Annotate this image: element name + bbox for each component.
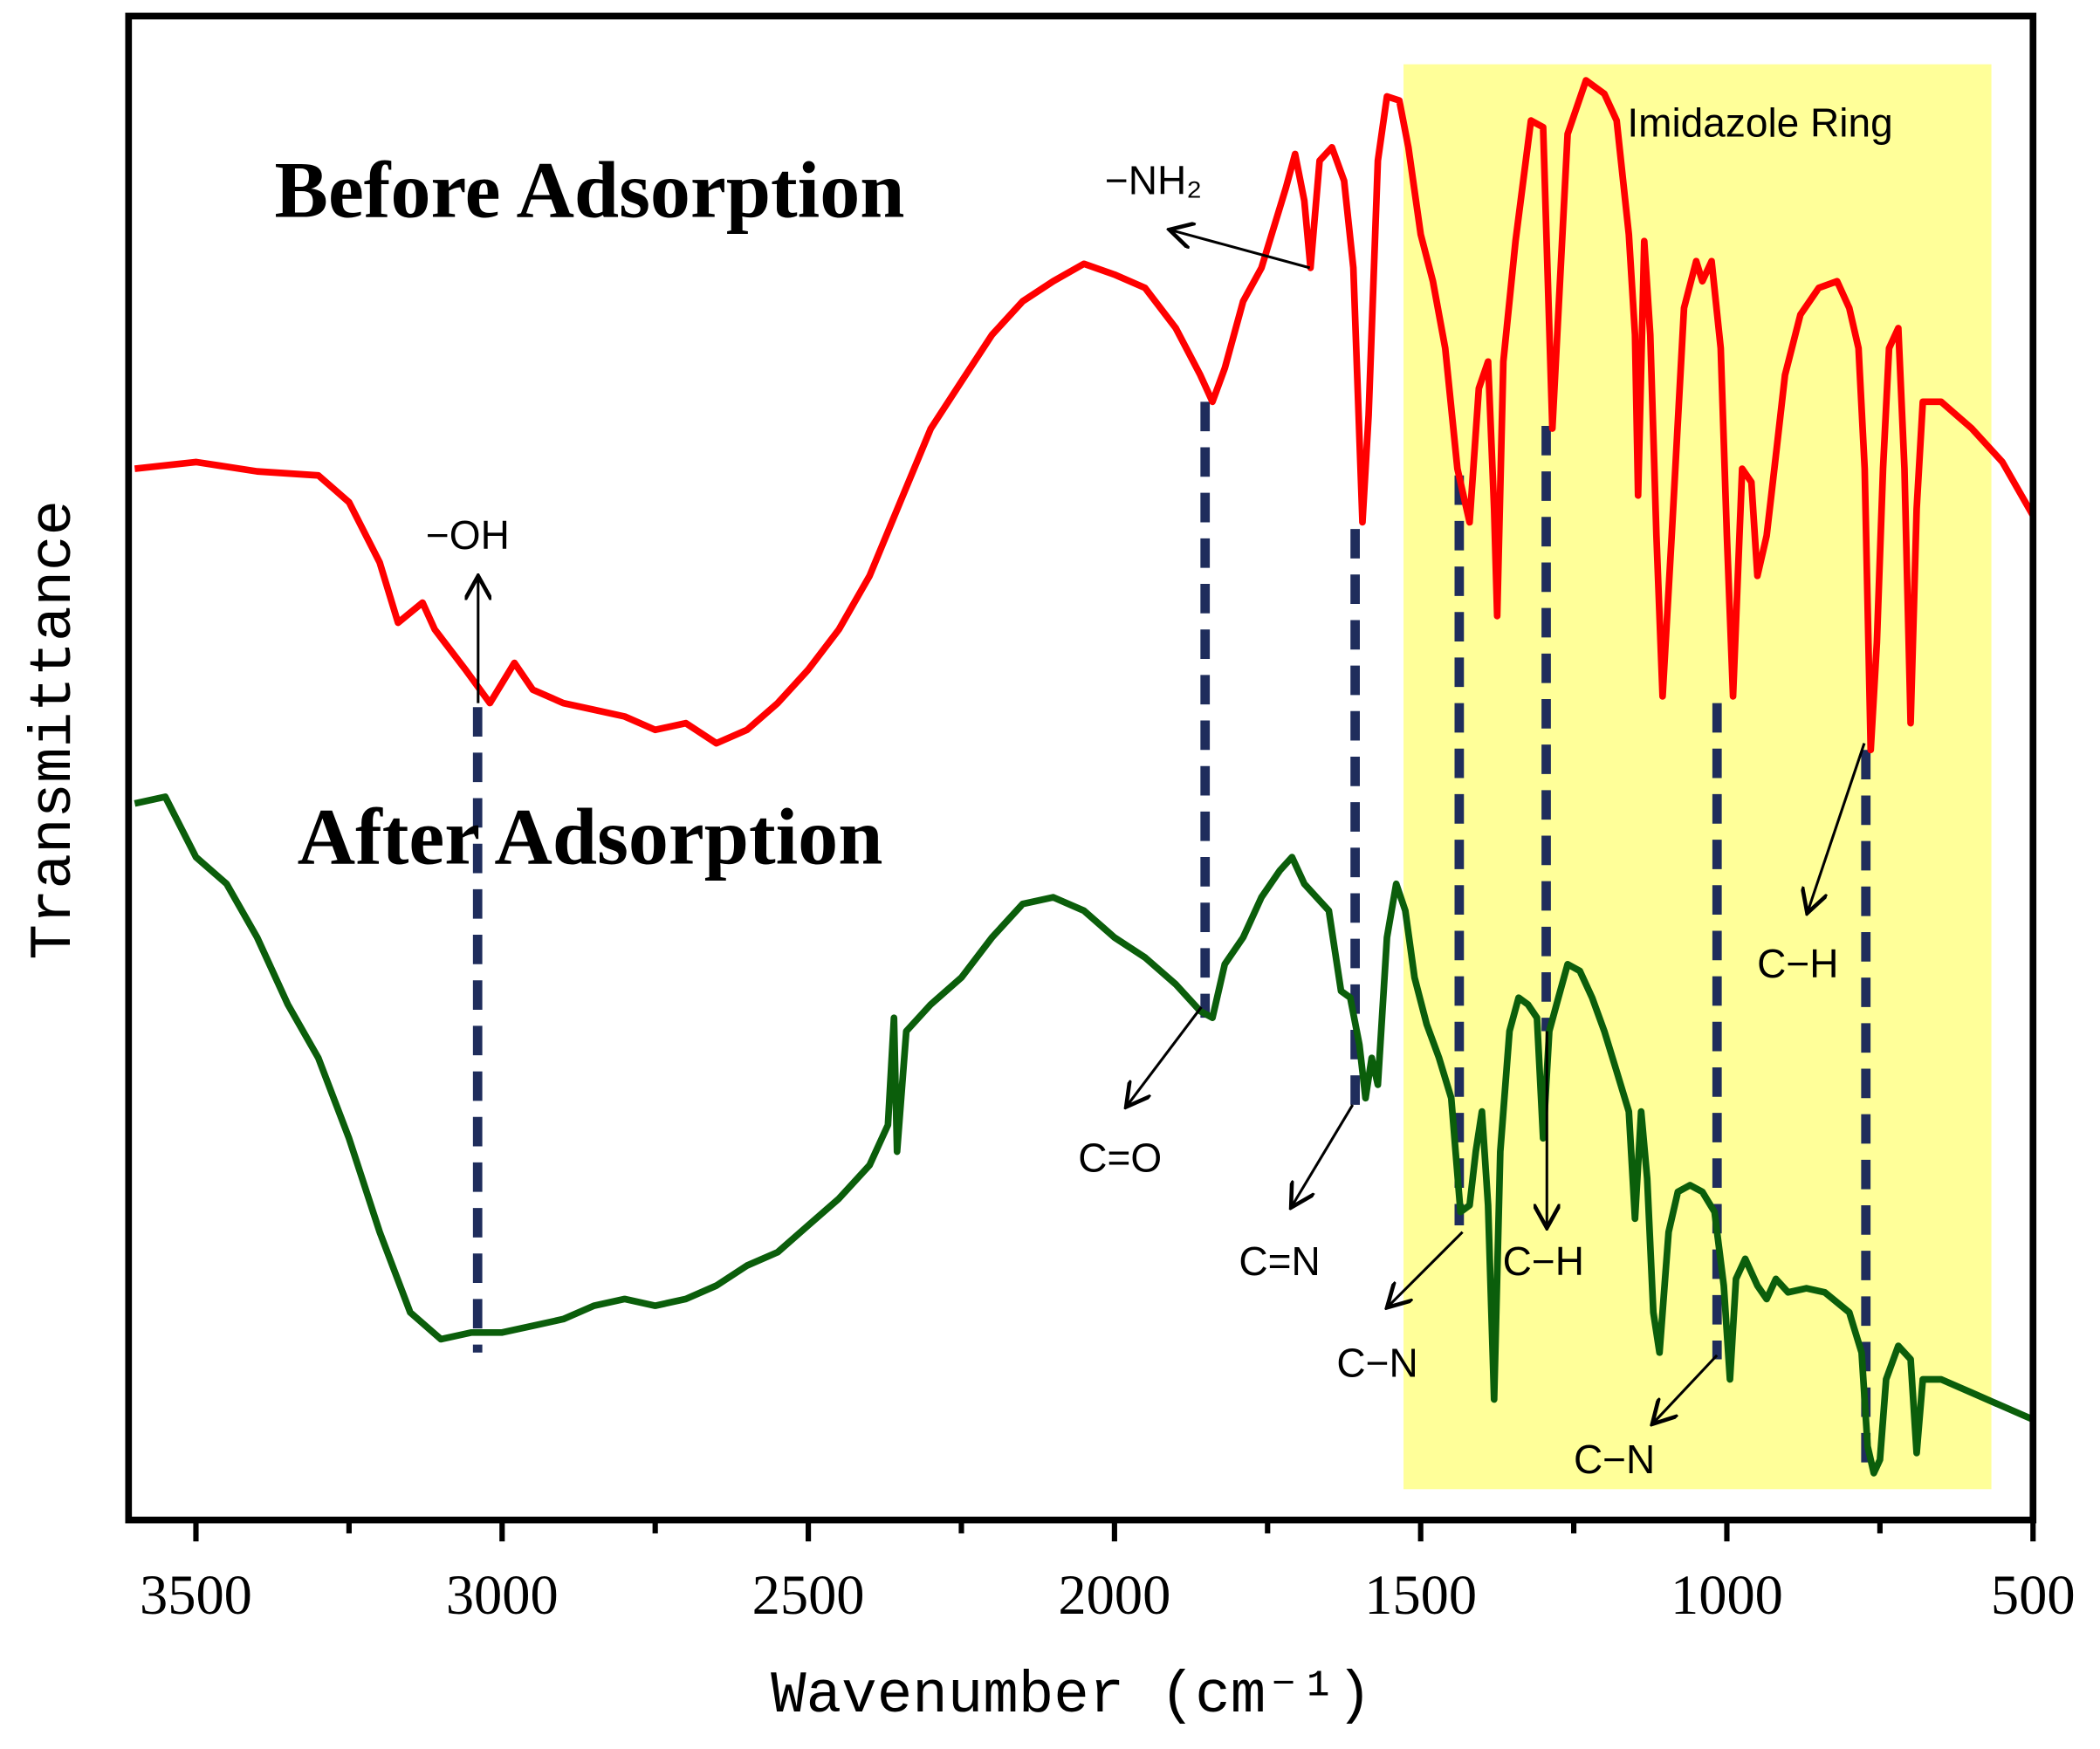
x-tick-label: 500 bbox=[1991, 1564, 2076, 1626]
spectrum-line bbox=[134, 77, 2036, 754]
annotation: C−H bbox=[1757, 941, 1838, 986]
annotation: −OH bbox=[426, 512, 510, 558]
annotation: C−H bbox=[1503, 1238, 1584, 1284]
annotation-arrows bbox=[478, 230, 1866, 1423]
arrow bbox=[1808, 743, 1866, 911]
x-tick-label: 3500 bbox=[140, 1564, 252, 1626]
plot-frame bbox=[125, 12, 2037, 1524]
arrow bbox=[1172, 230, 1311, 270]
region-label: Imidazole Ring bbox=[1627, 100, 1892, 146]
arrow bbox=[1293, 1104, 1355, 1205]
y-axis-label: Transmittance bbox=[22, 500, 88, 960]
x-tick-label: 3000 bbox=[446, 1564, 559, 1626]
highlight-region bbox=[1403, 64, 1992, 1490]
series-label: After Adsorption bbox=[298, 792, 883, 881]
x-tick-label: 2000 bbox=[1058, 1564, 1170, 1626]
arrow bbox=[1128, 1005, 1203, 1105]
mark-layer: 3500 3000 2500 2000 1500 1000 500 bbox=[134, 77, 2076, 1626]
arrow bbox=[1654, 1354, 1719, 1423]
x-tick-label: 2500 bbox=[752, 1564, 865, 1626]
annotation: C=O bbox=[1078, 1135, 1162, 1181]
series-label: Before Adsorption bbox=[275, 146, 905, 235]
background-layer bbox=[1403, 64, 1992, 1490]
arrow bbox=[1389, 1231, 1464, 1306]
annotation: C=N bbox=[1239, 1238, 1320, 1284]
x-tick-label: 1500 bbox=[1364, 1564, 1477, 1626]
x-axis-label: Wavenumber (cm⁻¹) bbox=[771, 1663, 1372, 1730]
annotation: C−N bbox=[1574, 1437, 1655, 1482]
annotation: −NH₂ bbox=[1105, 158, 1202, 203]
spectrum-line bbox=[134, 793, 2035, 1477]
x-tick-label: 1000 bbox=[1671, 1564, 1783, 1626]
annotation: C−N bbox=[1336, 1340, 1417, 1385]
